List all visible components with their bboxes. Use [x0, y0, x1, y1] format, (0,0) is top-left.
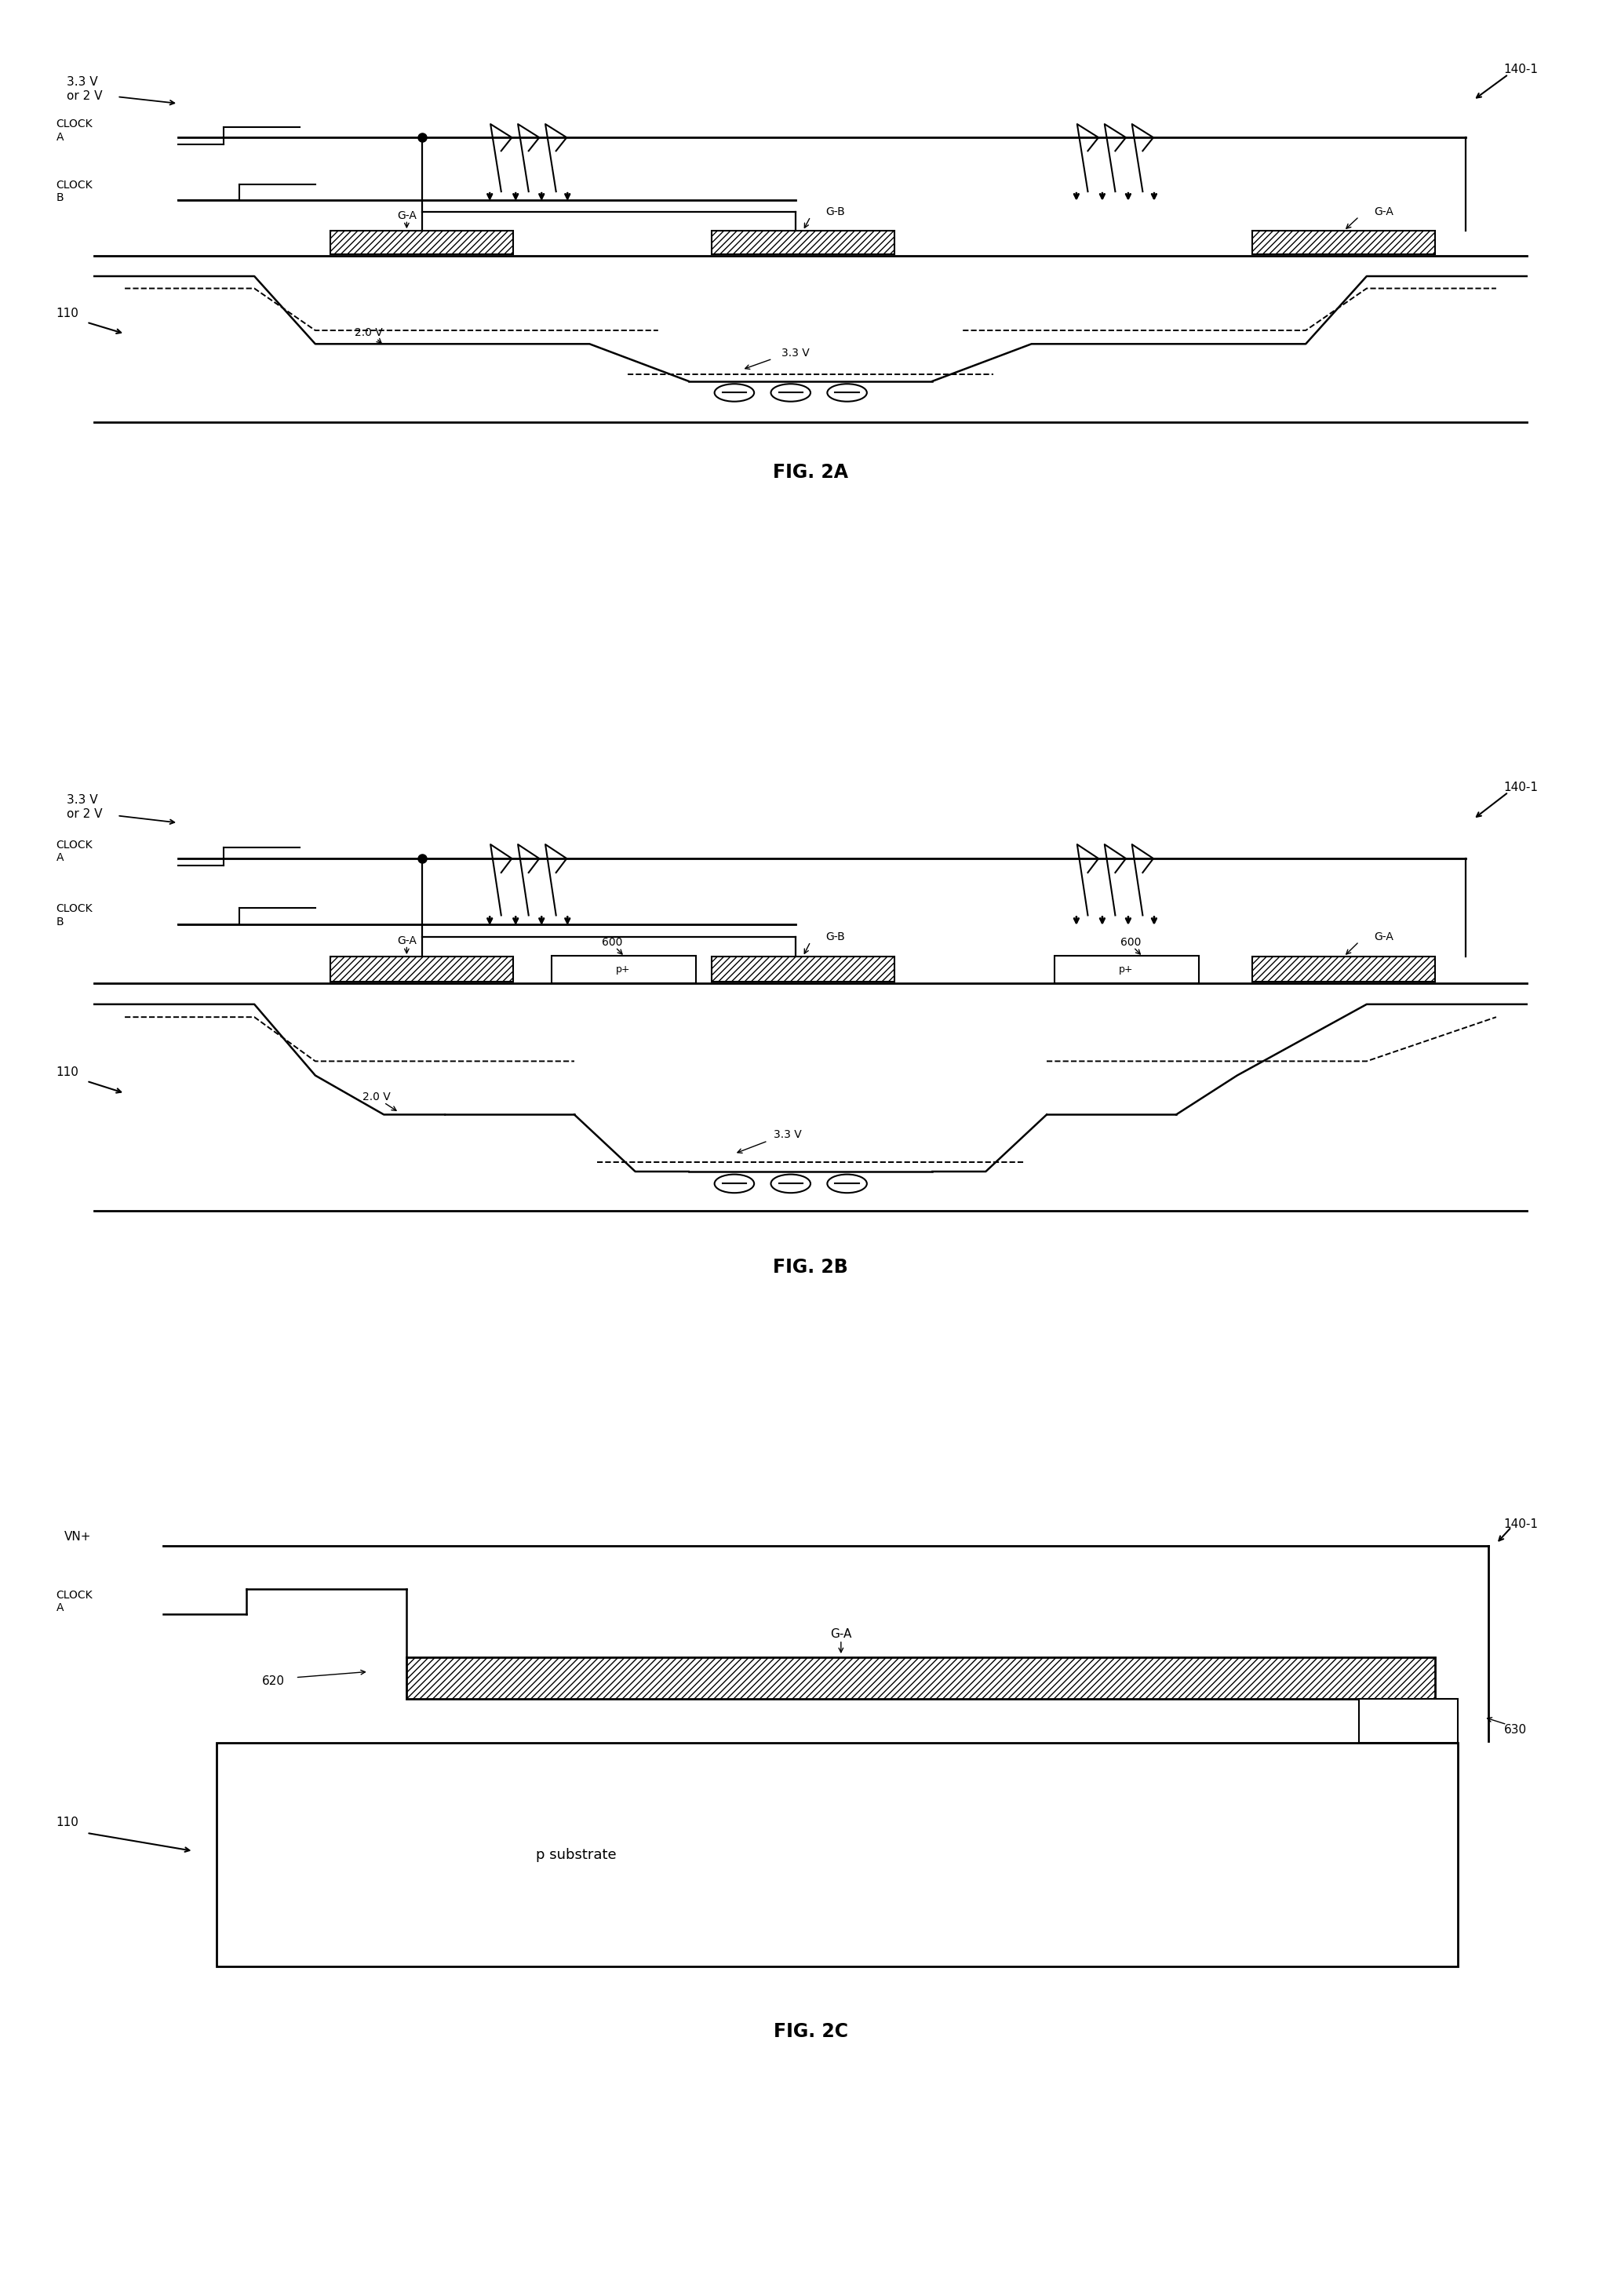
Bar	[331, 232, 514, 255]
Text: FIG. 2B: FIG. 2B	[773, 1258, 848, 1277]
Bar	[331, 232, 514, 255]
Text: G-A: G-A	[397, 209, 417, 220]
Text: 620: 620	[263, 1676, 285, 1688]
Text: 3.3 V
or 2 V: 3.3 V or 2 V	[66, 794, 102, 820]
Text: 2.0 V: 2.0 V	[355, 328, 383, 338]
Text: 2.0 V: 2.0 V	[361, 1091, 391, 1102]
Bar	[1054, 955, 1200, 983]
Text: G-A: G-A	[397, 934, 417, 946]
Text: VN+: VN+	[63, 1531, 91, 1543]
Bar	[1253, 232, 1435, 255]
Text: 110: 110	[57, 308, 79, 319]
Bar	[216, 1743, 1459, 1968]
Text: CLOCK
A: CLOCK A	[57, 840, 92, 863]
Text: G-B: G-B	[825, 207, 845, 218]
Text: CLOCK
A: CLOCK A	[57, 119, 92, 142]
Text: G-A: G-A	[1375, 207, 1394, 218]
Text: 110: 110	[57, 1065, 79, 1077]
Bar	[1358, 1699, 1459, 1743]
Text: p+: p+	[616, 964, 631, 974]
Bar	[712, 957, 895, 980]
Text: n+: n+	[1401, 1715, 1415, 1727]
Bar	[712, 957, 895, 980]
Text: 140-1: 140-1	[1504, 1518, 1538, 1529]
Bar	[331, 957, 514, 980]
Text: G-A: G-A	[1375, 932, 1394, 944]
Bar	[1253, 957, 1435, 980]
Text: 600: 600	[1120, 937, 1141, 948]
Text: p substrate: p substrate	[537, 1848, 616, 1862]
Bar	[551, 955, 697, 983]
Text: 140-1: 140-1	[1504, 64, 1538, 76]
Text: 3.3 V: 3.3 V	[781, 347, 809, 358]
Text: 140-1: 140-1	[1504, 781, 1538, 792]
Bar	[1253, 232, 1435, 255]
Text: FIG. 2C: FIG. 2C	[773, 2023, 848, 2041]
Text: CLOCK
B: CLOCK B	[57, 179, 92, 204]
Text: 3.3 V: 3.3 V	[773, 1130, 802, 1141]
Text: 110: 110	[57, 1816, 79, 1828]
Bar	[1253, 957, 1435, 980]
Bar	[331, 957, 514, 980]
Text: G-B: G-B	[825, 932, 845, 944]
Text: 630: 630	[1504, 1724, 1527, 1736]
Text: p+: p+	[1118, 964, 1133, 974]
Bar	[712, 232, 895, 255]
Bar	[407, 1658, 1435, 1699]
Text: G-A: G-A	[830, 1628, 851, 1639]
Text: CLOCK
A: CLOCK A	[57, 1589, 92, 1614]
Text: FIG. 2A: FIG. 2A	[773, 464, 848, 482]
Bar	[712, 232, 895, 255]
Text: 600: 600	[601, 937, 622, 948]
Text: CLOCK
B: CLOCK B	[57, 902, 92, 928]
Text: 3.3 V
or 2 V: 3.3 V or 2 V	[66, 76, 102, 101]
Bar	[407, 1658, 1435, 1699]
